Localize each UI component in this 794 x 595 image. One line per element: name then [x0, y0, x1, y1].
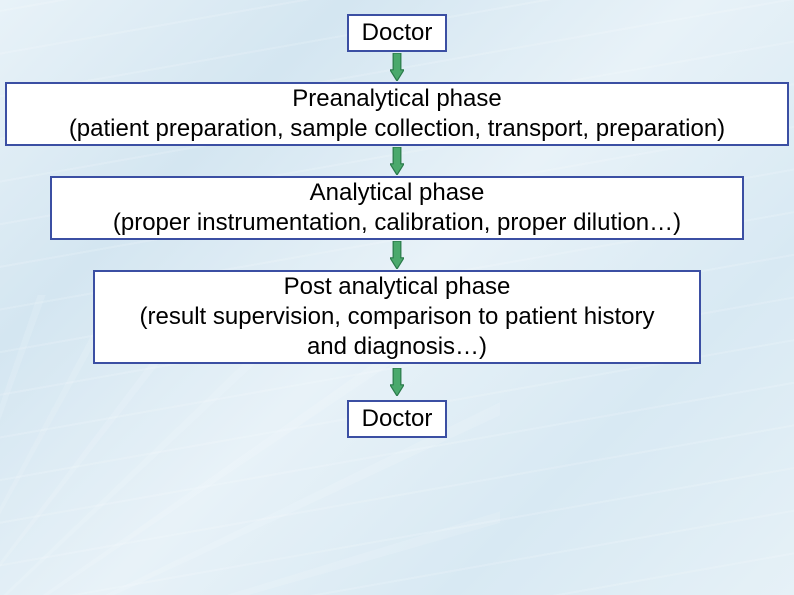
arrow-down-icon	[390, 364, 404, 400]
node-sublabel: (proper instrumentation, calibration, pr…	[113, 208, 681, 238]
node-label: Post analytical phase	[284, 272, 511, 302]
node-label: Doctor	[362, 404, 433, 434]
arrow-down-icon	[390, 240, 404, 270]
arrow-down-icon	[390, 52, 404, 82]
node-doctor-bottom: Doctor	[347, 400, 447, 438]
node-sublabel: (result supervision, comparison to patie…	[140, 302, 655, 332]
node-sublabel: and diagnosis…)	[307, 332, 487, 362]
node-analytical: Analytical phase (proper instrumentation…	[50, 176, 744, 240]
node-label: Analytical phase	[310, 178, 485, 208]
flowchart: Doctor Preanalytical phase (patient prep…	[0, 0, 794, 438]
node-doctor-top: Doctor	[347, 14, 447, 52]
node-postanalytical: Post analytical phase (result supervisio…	[93, 270, 701, 364]
node-sublabel: (patient preparation, sample collection,…	[69, 114, 725, 144]
node-label: Doctor	[362, 18, 433, 48]
node-preanalytical: Preanalytical phase (patient preparation…	[5, 82, 789, 146]
arrow-down-icon	[390, 146, 404, 176]
node-label: Preanalytical phase	[292, 84, 501, 114]
